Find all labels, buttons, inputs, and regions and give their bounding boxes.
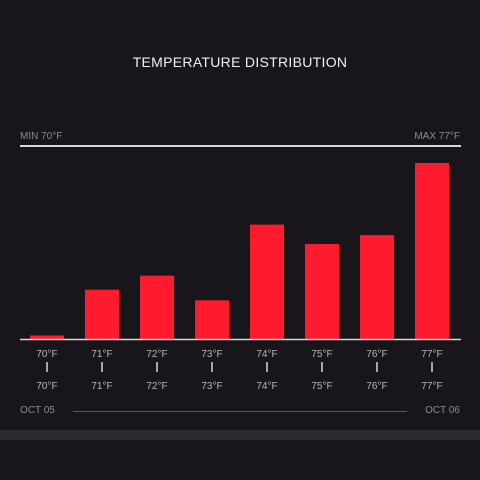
x-tick-label-upper: 73°F — [201, 349, 222, 360]
x-tick-label-upper: 76°F — [366, 349, 387, 360]
x-tick-label-lower: 73°F — [201, 381, 222, 392]
x-tick-label-lower: 75°F — [311, 381, 332, 392]
bar-70f — [30, 335, 64, 339]
max-rule — [20, 145, 461, 147]
bar-76f — [360, 235, 394, 339]
temperature-bar-chart: 70°F 70°F 71°F 71°F 72°F 72°F 73°F 73°F 74°F 74°F… — [20, 163, 461, 392]
min-temperature-label: MIN 70°F — [20, 131, 63, 142]
timeline-line — [73, 411, 407, 412]
x-tick-label-lower: 77°F — [421, 381, 442, 392]
bar-72f — [140, 275, 174, 339]
bar-77f — [415, 163, 449, 339]
x-tick-label-upper: 70°F — [36, 349, 57, 360]
x-tick-label-upper: 71°F — [91, 349, 112, 360]
x-tick-label-upper: 75°F — [311, 349, 332, 360]
x-tick-label-upper: 77°F — [421, 349, 442, 360]
timeline-start-label: OCT 05 — [20, 405, 55, 416]
x-tick-label-upper: 72°F — [146, 349, 167, 360]
bar-75f — [305, 243, 339, 339]
bar-74f — [250, 224, 284, 339]
x-tick-label-upper: 74°F — [256, 349, 277, 360]
x-tick-label-lower: 71°F — [91, 381, 112, 392]
max-temperature-label: MAX 77°F — [414, 131, 460, 142]
x-tick-label-lower: 74°F — [256, 381, 277, 392]
x-tick-label-lower: 70°F — [36, 381, 57, 392]
timeline-end-label: OCT 06 — [425, 405, 460, 416]
x-tick-label-lower: 72°F — [146, 381, 167, 392]
bar-73f — [195, 300, 229, 339]
chart-title: TEMPERATURE DISTRIBUTION — [132, 54, 348, 70]
footer-band — [0, 430, 480, 440]
bar-71f — [85, 289, 119, 339]
x-tick-label-lower: 76°F — [366, 381, 387, 392]
